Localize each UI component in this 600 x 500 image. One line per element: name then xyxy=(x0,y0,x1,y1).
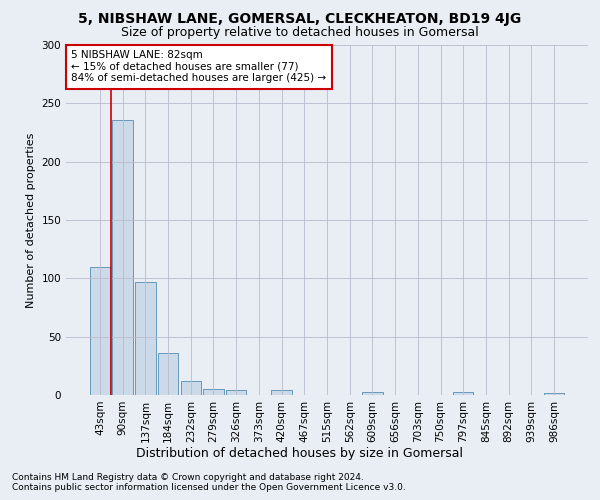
Bar xyxy=(112,120,133,395)
Text: 5 NIBSHAW LANE: 82sqm
← 15% of detached houses are smaller (77)
84% of semi-deta: 5 NIBSHAW LANE: 82sqm ← 15% of detached … xyxy=(71,50,326,84)
Bar xyxy=(158,353,178,395)
Y-axis label: Number of detached properties: Number of detached properties xyxy=(26,132,36,308)
Bar xyxy=(203,389,224,395)
Text: Contains public sector information licensed under the Open Government Licence v3: Contains public sector information licen… xyxy=(12,484,406,492)
Text: Contains HM Land Registry data © Crown copyright and database right 2024.: Contains HM Land Registry data © Crown c… xyxy=(12,472,364,482)
Text: 5, NIBSHAW LANE, GOMERSAL, CLECKHEATON, BD19 4JG: 5, NIBSHAW LANE, GOMERSAL, CLECKHEATON, … xyxy=(79,12,521,26)
Bar xyxy=(135,282,155,395)
Bar xyxy=(90,266,110,395)
Bar xyxy=(226,390,247,395)
Bar xyxy=(453,392,473,395)
Text: Distribution of detached houses by size in Gomersal: Distribution of detached houses by size … xyxy=(137,448,464,460)
Bar xyxy=(181,381,201,395)
Bar xyxy=(544,392,564,395)
Text: Size of property relative to detached houses in Gomersal: Size of property relative to detached ho… xyxy=(121,26,479,39)
Bar xyxy=(362,392,383,395)
Bar xyxy=(271,390,292,395)
